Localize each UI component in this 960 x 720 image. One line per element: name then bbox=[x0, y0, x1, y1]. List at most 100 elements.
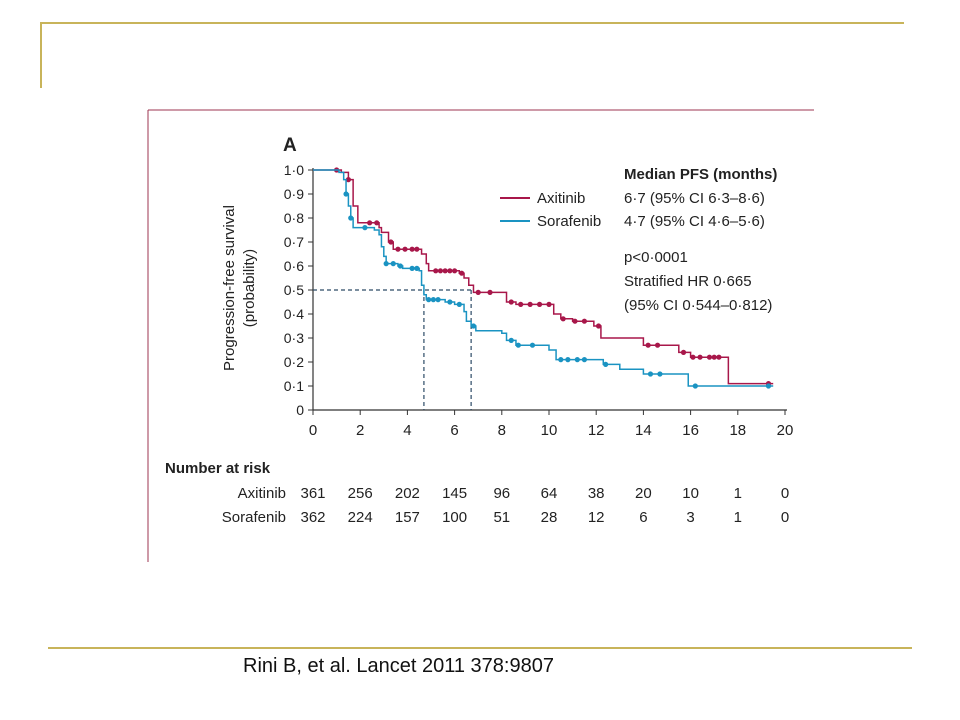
censor-mark-axitinib bbox=[367, 220, 373, 226]
censor-mark-axitinib bbox=[345, 177, 351, 183]
censor-mark-axitinib bbox=[595, 323, 602, 329]
bottom-rule bbox=[48, 647, 912, 649]
censor-mark-axitinib bbox=[645, 342, 651, 348]
censor-mark-axitinib bbox=[475, 289, 481, 295]
x-tick-label: 10 bbox=[541, 422, 558, 439]
x-tick-label: 14 bbox=[635, 422, 652, 439]
risk-value-axitinib: 256 bbox=[348, 485, 373, 502]
censor-mark-sorafenib bbox=[447, 299, 453, 305]
censor-mark-axitinib bbox=[414, 246, 420, 252]
x-tick-label: 20 bbox=[777, 422, 794, 439]
risk-value-sorafenib: 28 bbox=[541, 509, 558, 526]
curve-axitinib bbox=[313, 169, 774, 385]
censor-mark-axitinib bbox=[508, 299, 514, 305]
censor-mark-axitinib bbox=[536, 301, 543, 307]
censor-mark-axitinib bbox=[409, 246, 415, 252]
censor-mark-sorafenib bbox=[657, 371, 663, 377]
risk-value-axitinib: 10 bbox=[682, 485, 699, 502]
hazard-ratio: Stratified HR 0·665 bbox=[624, 273, 752, 290]
censor-mark-axitinib bbox=[452, 268, 458, 274]
y-tick-label: 0·2 bbox=[284, 354, 304, 370]
censor-mark-axitinib bbox=[711, 354, 717, 360]
censor-mark-sorafenib bbox=[362, 225, 368, 231]
censor-mark-sorafenib bbox=[383, 261, 389, 267]
censor-mark-axitinib bbox=[518, 301, 524, 307]
censor-mark-sorafenib bbox=[435, 297, 441, 303]
censor-mark-sorafenib bbox=[456, 301, 462, 307]
risk-value-axitinib: 20 bbox=[635, 485, 652, 502]
censor-mark-sorafenib bbox=[603, 361, 609, 367]
risk-value-sorafenib: 51 bbox=[493, 509, 510, 526]
legend-value-sorafenib: 4·7 (95% CI 4·6–5·6) bbox=[624, 213, 765, 230]
y-axis-label: Progression-free survival (probability) bbox=[221, 205, 258, 371]
risk-value-axitinib: 202 bbox=[395, 485, 420, 502]
y-tick-label: 0·3 bbox=[284, 330, 304, 346]
citation: Rini B, et al. Lancet 2011 378:9807 bbox=[243, 655, 554, 677]
censor-mark-axitinib bbox=[433, 268, 439, 274]
y-tick-label: 0·4 bbox=[284, 306, 304, 322]
risk-value-sorafenib: 12 bbox=[588, 509, 605, 526]
censor-mark-sorafenib bbox=[430, 297, 436, 303]
censor-mark-sorafenib bbox=[529, 342, 536, 348]
y-axis-label-line2: (probability) bbox=[241, 249, 258, 327]
censor-mark-axitinib bbox=[437, 268, 444, 274]
x-tick-label: 16 bbox=[682, 422, 699, 439]
censor-mark-sorafenib bbox=[397, 263, 403, 269]
censor-mark-sorafenib bbox=[508, 337, 514, 343]
censor-mark-sorafenib bbox=[390, 261, 396, 267]
y-tick-label: 0·7 bbox=[284, 234, 304, 250]
censor-mark-sorafenib bbox=[409, 265, 415, 271]
y-tick-label: 0·9 bbox=[284, 186, 304, 202]
legend: Median PFS (months) Axitinib 6·7 (95% CI… bbox=[500, 166, 777, 230]
x-tick-label: 2 bbox=[356, 422, 364, 439]
censor-mark-axitinib bbox=[459, 270, 465, 276]
censor-mark-sorafenib bbox=[565, 357, 571, 363]
y-tick-label: 0·1 bbox=[284, 378, 304, 394]
censor-mark-axitinib bbox=[442, 268, 448, 274]
risk-value-sorafenib: 224 bbox=[348, 509, 373, 526]
risk-value-sorafenib: 0 bbox=[781, 509, 789, 526]
x-tick-label: 4 bbox=[403, 422, 411, 439]
risk-value-axitinib: 1 bbox=[734, 485, 742, 502]
risk-table: Number at risk Axitinib Sorafenib 361 256… bbox=[165, 460, 789, 526]
median-reference-lines bbox=[313, 289, 472, 410]
y-tick-label: 0·8 bbox=[284, 210, 304, 226]
risk-value-axitinib: 145 bbox=[442, 485, 467, 502]
censor-mark-axitinib bbox=[402, 246, 408, 252]
censor-mark-sorafenib bbox=[558, 357, 564, 363]
left-rule bbox=[40, 22, 42, 88]
p-value: p<0·0001 bbox=[624, 249, 688, 266]
censor-mark-axitinib bbox=[572, 318, 578, 324]
y-axis-label-line1: Progression-free survival bbox=[221, 205, 238, 371]
legend-label-axitinib: Axitinib bbox=[537, 190, 585, 207]
x-tick-label: 0 bbox=[309, 422, 317, 439]
risk-value-sorafenib: 3 bbox=[686, 509, 694, 526]
hazard-ratio-ci: (95% CI 0·544–0·812) bbox=[624, 297, 772, 314]
censor-mark-axitinib bbox=[527, 301, 533, 307]
censor-mark-axitinib bbox=[546, 301, 552, 307]
censor-mark-axitinib bbox=[388, 239, 394, 245]
censor-mark-sorafenib bbox=[647, 371, 654, 377]
x-tick-label: 12 bbox=[588, 422, 605, 439]
censor-mark-axitinib bbox=[706, 354, 713, 360]
risk-table-title: Number at risk bbox=[165, 460, 271, 477]
x-tick-label: 8 bbox=[498, 422, 506, 439]
censor-mark-axitinib bbox=[581, 318, 588, 324]
risk-value-axitinib: 64 bbox=[541, 485, 558, 502]
censor-mark-sorafenib bbox=[343, 191, 349, 197]
censor-mark-axitinib bbox=[690, 354, 696, 360]
y-tick-label: 0·6 bbox=[284, 258, 304, 274]
statistics-annotations: p<0·0001 Stratified HR 0·665 (95% CI 0·5… bbox=[624, 249, 772, 314]
risk-value-sorafenib: 1 bbox=[734, 509, 742, 526]
median-pfs-title: Median PFS (months) bbox=[624, 166, 777, 183]
censor-mark-sorafenib bbox=[581, 357, 588, 363]
censor-mark-axitinib bbox=[654, 342, 661, 348]
censor-mark-sorafenib bbox=[574, 357, 580, 363]
censor-mark-axitinib bbox=[487, 289, 493, 295]
risk-value-sorafenib: 157 bbox=[395, 509, 420, 526]
censor-mark-axitinib bbox=[680, 349, 687, 355]
y-tick-label: 0·5 bbox=[284, 282, 304, 298]
censor-mark-sorafenib bbox=[348, 215, 354, 221]
